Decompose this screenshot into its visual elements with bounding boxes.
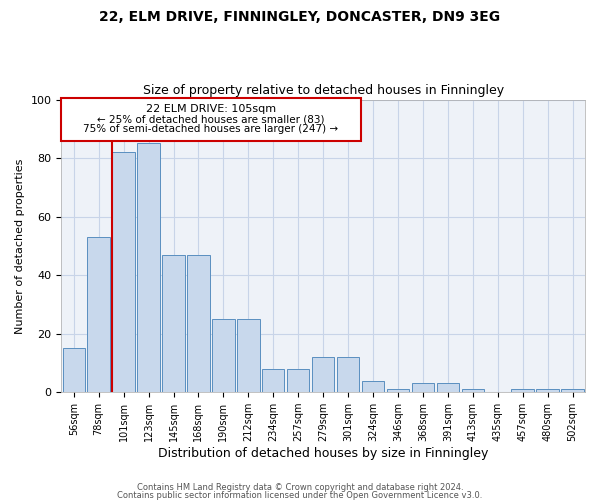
Text: 75% of semi-detached houses are larger (247) →: 75% of semi-detached houses are larger (… — [83, 124, 338, 134]
Bar — [511, 390, 534, 392]
Bar — [562, 390, 584, 392]
Bar — [262, 369, 284, 392]
Bar — [387, 390, 409, 392]
Text: 22 ELM DRIVE: 105sqm: 22 ELM DRIVE: 105sqm — [146, 104, 276, 114]
Bar — [62, 348, 85, 392]
Bar — [212, 319, 235, 392]
Bar — [237, 319, 260, 392]
Text: Contains public sector information licensed under the Open Government Licence v3: Contains public sector information licen… — [118, 490, 482, 500]
X-axis label: Distribution of detached houses by size in Finningley: Distribution of detached houses by size … — [158, 447, 488, 460]
Text: Contains HM Land Registry data © Crown copyright and database right 2024.: Contains HM Land Registry data © Crown c… — [137, 484, 463, 492]
Bar — [112, 152, 135, 392]
Text: 22, ELM DRIVE, FINNINGLEY, DONCASTER, DN9 3EG: 22, ELM DRIVE, FINNINGLEY, DONCASTER, DN… — [100, 10, 500, 24]
Bar — [137, 144, 160, 392]
Bar — [88, 237, 110, 392]
Bar — [362, 380, 384, 392]
Bar — [287, 369, 310, 392]
Bar — [437, 384, 459, 392]
Bar — [162, 254, 185, 392]
FancyBboxPatch shape — [61, 98, 361, 140]
Bar — [337, 357, 359, 392]
Bar — [412, 384, 434, 392]
Bar — [536, 390, 559, 392]
Y-axis label: Number of detached properties: Number of detached properties — [15, 158, 25, 334]
Bar — [461, 390, 484, 392]
Bar — [187, 254, 209, 392]
Text: ← 25% of detached houses are smaller (83): ← 25% of detached houses are smaller (83… — [97, 114, 325, 124]
Title: Size of property relative to detached houses in Finningley: Size of property relative to detached ho… — [143, 84, 504, 97]
Bar — [312, 357, 334, 392]
